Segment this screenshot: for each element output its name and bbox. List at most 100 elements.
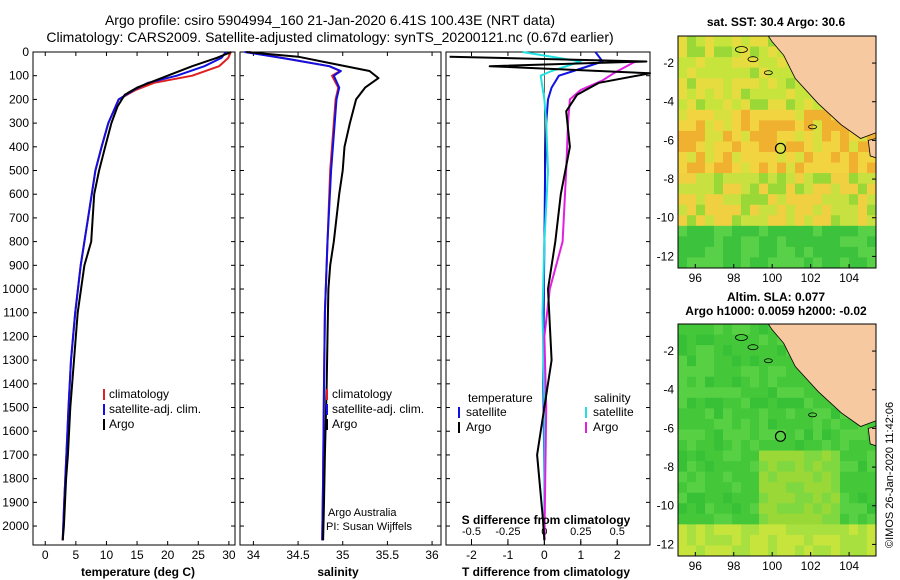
map-cell — [867, 534, 876, 546]
map-cell — [813, 246, 823, 258]
map-cell — [813, 194, 823, 206]
map-cell — [858, 194, 868, 206]
map-cell — [741, 355, 751, 367]
map-y-tick-label: -4 — [663, 383, 674, 397]
map-cell — [858, 173, 868, 185]
map-cell — [840, 471, 850, 483]
map-cell — [741, 482, 751, 494]
map-cell — [714, 78, 724, 90]
map-cell — [759, 183, 769, 195]
map-cell — [741, 141, 751, 153]
map-cell — [768, 57, 778, 69]
map-cell — [723, 225, 733, 237]
map-cell — [696, 461, 706, 473]
map-cell — [750, 429, 760, 441]
map-cell — [831, 503, 841, 515]
map-cell — [678, 57, 688, 69]
map-x-tick-label: 98 — [727, 559, 741, 573]
x-tick-label: 10 — [100, 548, 114, 562]
map-cell — [678, 534, 688, 546]
map-cell — [822, 215, 832, 227]
map-cell — [750, 130, 760, 142]
map-cell — [732, 334, 742, 346]
map-y-tick-label: -2 — [663, 344, 674, 358]
map-cell — [687, 355, 697, 367]
map-cell — [849, 257, 859, 268]
map-cell — [804, 503, 814, 515]
map-cell — [723, 246, 733, 258]
map-cell — [786, 440, 796, 452]
map-cell — [750, 173, 760, 185]
map-cell — [768, 46, 778, 58]
map-cell — [795, 215, 805, 227]
map-cell — [741, 88, 751, 100]
map-cell — [786, 397, 796, 409]
map-cell — [759, 450, 769, 462]
map-cell — [714, 130, 724, 142]
map-cell — [804, 162, 814, 174]
map-cell — [795, 152, 805, 164]
map-cell — [840, 492, 850, 504]
map-cell — [777, 461, 787, 473]
map-cell — [732, 36, 742, 48]
map-cell — [741, 236, 751, 248]
map-cell — [795, 130, 805, 142]
map-cell — [678, 88, 688, 100]
map-cell — [840, 429, 850, 441]
map-cell — [759, 173, 769, 185]
map-cell — [750, 355, 760, 367]
map-cell — [867, 492, 876, 504]
map-cell — [768, 246, 778, 258]
map-cell — [840, 482, 850, 494]
map-cell — [687, 46, 697, 58]
map-cell — [732, 130, 742, 142]
map-cell — [732, 109, 742, 121]
legend-label: climatology — [109, 387, 169, 401]
map-cell — [867, 461, 876, 473]
map-cell — [804, 482, 814, 494]
map-cell — [858, 471, 868, 483]
map-cell — [777, 513, 787, 525]
map-cell — [741, 225, 751, 237]
map-cell — [813, 225, 823, 237]
map-cell — [750, 545, 760, 556]
y-tick-label: 400 — [9, 140, 29, 154]
map-cell — [768, 471, 778, 483]
map-cell — [732, 88, 742, 100]
legend-label: Argo — [466, 420, 492, 434]
map-cell — [687, 36, 697, 48]
map-cell — [786, 366, 796, 378]
map-cell — [723, 57, 733, 69]
map-cell — [678, 225, 688, 237]
map-cell — [840, 450, 850, 462]
map-cell — [705, 450, 715, 462]
salinity-difference-axis-label: S difference from climatology — [462, 513, 631, 527]
map-cell — [768, 513, 778, 525]
map-y-tick-label: -8 — [663, 460, 674, 474]
map-cell — [795, 194, 805, 206]
map-cell — [867, 152, 876, 164]
map-cell — [678, 257, 688, 268]
map-cell — [795, 88, 805, 100]
map-cell — [696, 120, 706, 132]
map-cell — [813, 130, 823, 142]
map-cell — [687, 257, 697, 268]
y-tick-label: 800 — [9, 235, 29, 249]
map-cell — [831, 450, 841, 462]
map-cell — [750, 215, 760, 227]
map-cell — [678, 418, 688, 430]
map-cell — [786, 418, 796, 430]
map-cell — [795, 503, 805, 515]
map-cell — [867, 173, 876, 185]
map-y-tick-label: -8 — [663, 172, 674, 186]
map-cell — [831, 162, 841, 174]
map-cell — [678, 194, 688, 206]
map-cell — [678, 152, 688, 164]
map-cell — [795, 482, 805, 494]
map-cell — [723, 524, 733, 536]
map-cell — [786, 236, 796, 248]
map-cell — [786, 88, 796, 100]
map-cell — [804, 88, 814, 100]
map-cell — [732, 345, 742, 357]
